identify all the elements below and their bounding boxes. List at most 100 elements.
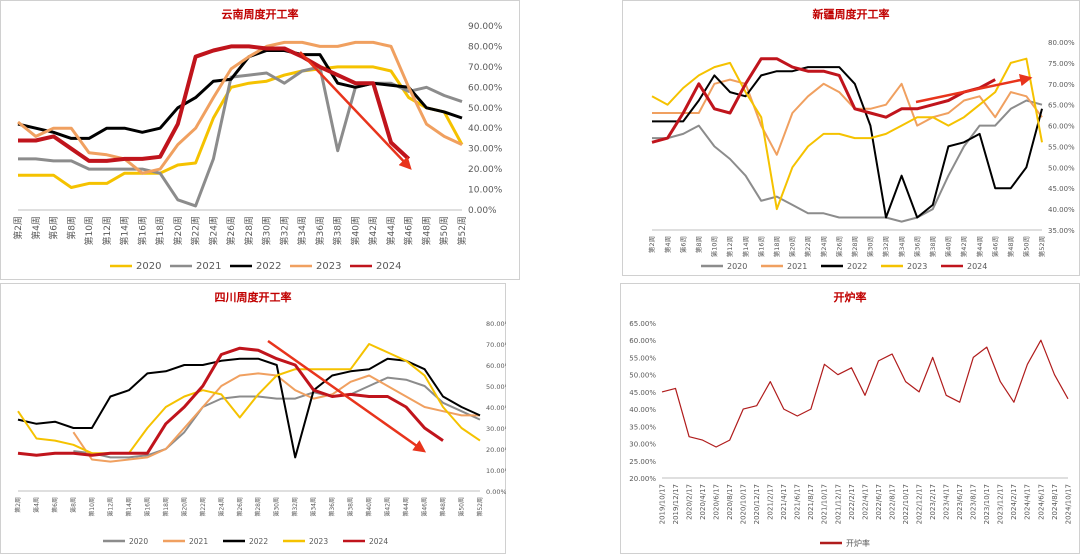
x-tick-label: 2024/2/17: [1010, 484, 1018, 520]
x-tick-label: 第24周: [207, 216, 219, 245]
x-tick-label: 2022/4/17: [861, 484, 869, 520]
x-tick-label: 第28周: [254, 497, 262, 517]
series-line: [661, 339, 1069, 448]
x-tick-label: 第44周: [385, 216, 397, 245]
x-tick-label: 第10周: [83, 216, 95, 245]
x-tick-label: 第44周: [975, 236, 984, 257]
x-tick-label: 第52周: [456, 216, 468, 245]
x-tick-label: 2020/12/17: [753, 484, 761, 524]
x-tick-label: 第46周: [421, 497, 429, 517]
series-line: [18, 65, 464, 189]
x-tick-label: 第40周: [365, 497, 373, 517]
x-tick-label: 第26周: [834, 236, 843, 257]
y-tick-label: 40.00%: [486, 404, 506, 412]
x-tick-label: 第8周: [694, 236, 703, 253]
x-tick-label: 2021/12/17: [834, 484, 842, 524]
y-tick-label: 20.00%: [468, 165, 503, 175]
x-tick-label: 2019/12/17: [672, 484, 680, 524]
legend-label: 2021: [189, 537, 208, 546]
x-tick-label: 第20周: [180, 497, 188, 517]
x-tick-label: 2024/8/17: [1051, 484, 1059, 520]
series-line: [652, 99, 1043, 223]
x-tick-label: 第38周: [928, 236, 937, 257]
x-tick-label: 2021/8/17: [807, 484, 815, 520]
legend-label: 2020: [727, 262, 747, 271]
x-tick-label: 2022/6/17: [875, 484, 883, 520]
chart-yunnan: 云南周度开工率 0.00% 10.00% 20.00% 30.00% 40.00% 50.0…: [0, 0, 520, 280]
x-tick-label: 2020/10/17: [740, 484, 748, 524]
y-tick-label: 60.00%: [468, 83, 503, 93]
x-tick-label: 第8周: [65, 216, 77, 240]
x-tick-label: 第52周: [476, 497, 484, 517]
x-tick-label: 第4周: [30, 216, 42, 240]
y-tick-label: 75.00%: [1048, 60, 1075, 68]
x-tick-label: 2022/2/17: [848, 484, 856, 520]
x-tick-label: 第4周: [32, 497, 40, 513]
x-tick-label: 2019/10/17: [658, 484, 666, 524]
x-tick-label: 第14周: [125, 497, 133, 517]
series-line: [651, 57, 996, 144]
chart-xinjiang: 新疆周度开工率 35.00% 40.00% 45.00% 50.00% 55.00% 60.…: [622, 0, 1080, 276]
chart-title: 云南周度开工率: [222, 7, 299, 21]
x-tick-label: 第6周: [51, 497, 59, 513]
x-tick-label: 第40周: [349, 216, 361, 245]
y-tick-label: 55.00%: [629, 354, 656, 362]
x-tick-label: 第30周: [273, 497, 281, 517]
x-tick-label: 第16周: [143, 497, 151, 517]
x-tick-label: 第32周: [278, 216, 290, 245]
series-line: [17, 343, 481, 455]
x-tick-label: 第2周: [647, 236, 656, 253]
x-tick-label: 2020/8/17: [726, 484, 734, 520]
y-tick-label: 40.00%: [468, 124, 503, 134]
y-tick-label: 50.00%: [1048, 164, 1075, 172]
x-tick-label: 2022/10/17: [902, 484, 910, 524]
x-tick-label: 第14周: [741, 236, 750, 257]
chart-sichuan: 四川周度开工率 0.00% 10.00% 20.00% 30.00% 40.00% 50.0…: [0, 283, 506, 554]
x-tick-label: 第12周: [725, 236, 734, 257]
x-tick-label: 第48周: [439, 497, 447, 517]
y-tick-label: 10.00%: [486, 467, 506, 475]
y-tick-label: 60.00%: [629, 337, 656, 345]
legend-label: 2023: [316, 261, 341, 272]
x-tick-label: 第40周: [944, 236, 953, 257]
y-tick-label: 80.00%: [1048, 39, 1075, 47]
series-line: [651, 57, 1043, 211]
y-tick-label: 20.00%: [629, 475, 656, 483]
x-tick-label: 第26周: [225, 216, 237, 245]
x-tick-label: 第34周: [310, 497, 318, 517]
x-tick-label: 2023/10/17: [983, 484, 991, 524]
x-tick-label: 第24周: [819, 236, 828, 257]
legend-label: 2022: [256, 261, 281, 272]
x-tick-label: 第36周: [912, 236, 921, 257]
x-tick-label: 第32周: [881, 236, 890, 257]
y-tick-label: 65.00%: [629, 320, 656, 328]
chart-title: 四川周度开工率: [215, 290, 292, 304]
x-tick-label: 第2周: [14, 497, 22, 513]
y-tick-label: 80.00%: [486, 320, 506, 328]
y-tick-label: 70.00%: [1048, 81, 1075, 89]
x-tick-label: 第18周: [154, 216, 166, 245]
x-tick-label: 第42周: [384, 497, 392, 517]
x-tick-label: 2022/12/17: [915, 484, 923, 524]
legend-label: 2022: [249, 537, 268, 546]
series-line: [17, 40, 463, 175]
y-tick-label: 40.00%: [629, 406, 656, 414]
x-tick-label: 2023/4/17: [943, 484, 951, 520]
x-tick-label: 第20周: [788, 236, 797, 257]
trend-arrow: [299, 51, 412, 170]
legend-label: 2020: [129, 537, 148, 546]
legend-label: 2024: [369, 537, 388, 546]
x-tick-label: 第44周: [402, 497, 410, 517]
x-tick-label: 2021/6/17: [794, 484, 802, 520]
x-tick-label: 第2周: [12, 216, 24, 240]
x-tick-label: 2020/4/17: [699, 484, 707, 520]
x-tick-label: 2024/6/17: [1037, 484, 1045, 520]
legend-label: 开炉率: [846, 538, 870, 548]
x-tick-label: 第26周: [236, 497, 244, 517]
y-tick-label: 25.00%: [629, 458, 656, 466]
x-tick-label: 第18周: [772, 236, 781, 257]
series-line: [652, 66, 1043, 219]
x-tick-label: 第14周: [119, 216, 131, 245]
x-tick-label: 第38周: [347, 497, 355, 517]
